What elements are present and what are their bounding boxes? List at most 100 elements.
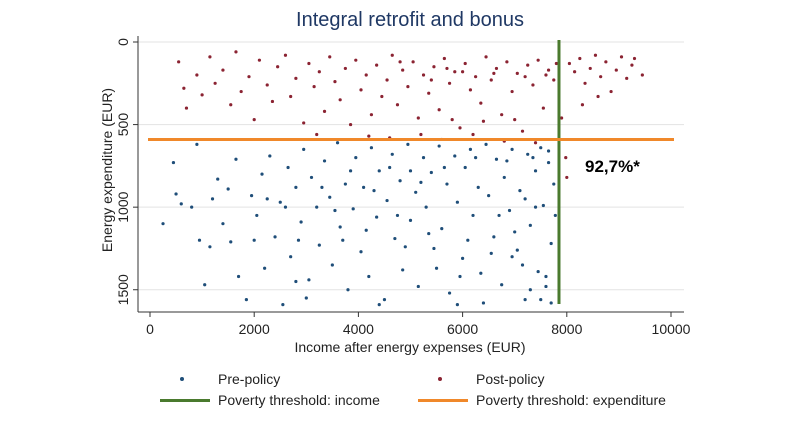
point-post-policy-104 — [492, 71, 496, 75]
point-post-policy-38 — [395, 103, 400, 107]
point-pre-policy-77 — [494, 157, 499, 161]
point-post-policy-98 — [481, 119, 486, 123]
point-pre-policy-54 — [406, 142, 410, 146]
point-post-policy-32 — [364, 73, 368, 77]
point-post-policy-8 — [229, 103, 233, 107]
point-pre-policy-16 — [249, 194, 254, 198]
point-pre-policy-80 — [507, 208, 512, 213]
point-pre-policy-131 — [427, 231, 431, 236]
point-post-policy-20 — [302, 121, 306, 125]
point-pre-policy-76 — [492, 235, 496, 239]
point-pre-policy-31 — [315, 205, 319, 209]
point-pre-policy-90 — [541, 203, 545, 208]
point-post-policy-74 — [583, 81, 587, 85]
point-pre-policy-102 — [377, 303, 381, 307]
point-pre-policy-21 — [273, 235, 277, 239]
point-post-policy-60 — [510, 89, 514, 94]
point-post-policy-79 — [609, 89, 613, 94]
point-pre-policy-70 — [468, 147, 473, 151]
point-post-policy-49 — [453, 70, 457, 74]
point-pre-policy-73 — [479, 271, 483, 275]
point-pre-policy-34 — [328, 195, 332, 199]
point-pre-policy-127 — [348, 169, 353, 173]
point-post-policy-34 — [375, 63, 379, 67]
point-post-policy-33 — [369, 113, 374, 117]
point-post-policy-54 — [479, 101, 483, 105]
point-pre-policy-20 — [268, 154, 272, 158]
point-pre-policy-100 — [455, 303, 459, 307]
point-pre-policy-26 — [294, 185, 298, 189]
point-pre-policy-97 — [539, 298, 543, 302]
chart-title: Integral retrofit and bonus — [296, 9, 524, 31]
point-pre-policy-108 — [403, 245, 407, 249]
point-pre-policy-88 — [536, 269, 540, 274]
point-pre-policy-52 — [398, 179, 402, 183]
point-pre-policy-116 — [419, 180, 423, 184]
point-pre-policy-56 — [414, 190, 418, 194]
point-pre-policy-89 — [539, 146, 543, 150]
point-pre-policy-39 — [346, 288, 350, 292]
point-post-policy-42 — [416, 116, 420, 120]
point-pre-policy-118 — [320, 185, 324, 189]
point-post-policy-18 — [289, 94, 293, 99]
point-post-policy-37 — [390, 53, 394, 57]
point-post-policy-65 — [536, 58, 540, 62]
point-pre-policy-7 — [203, 283, 207, 287]
point-pre-policy-29 — [307, 278, 311, 282]
point-pre-policy-69 — [463, 165, 467, 170]
point-pre-policy-107 — [434, 266, 439, 270]
point-pre-policy-82 — [515, 248, 519, 252]
point-post-policy-69 — [554, 61, 558, 66]
point-post-policy-83 — [630, 63, 634, 67]
point-post-policy-70 — [565, 175, 569, 180]
y-axis-label: Energy expenditure (EUR) — [99, 88, 115, 252]
point-post-policy-99 — [450, 118, 454, 122]
point-post-policy-85 — [632, 56, 637, 61]
point-pre-policy-129 — [489, 251, 493, 256]
point-post-policy-44 — [427, 91, 431, 95]
point-pre-policy-110 — [294, 279, 298, 284]
point-pre-policy-106 — [510, 255, 514, 259]
point-pre-policy-61 — [432, 246, 436, 251]
point-post-policy-64 — [531, 83, 535, 87]
point-pre-policy-5 — [195, 142, 199, 146]
point-pre-policy-42 — [359, 250, 363, 254]
point-post-policy-48 — [447, 81, 452, 85]
x-tick-label-2: 4000 — [343, 321, 374, 337]
point-pre-policy-63 — [440, 227, 444, 231]
point-post-policy-31 — [359, 88, 363, 92]
plot-area — [138, 42, 684, 312]
x-tick-label-0: 0 — [146, 321, 154, 337]
point-pre-policy-44 — [367, 274, 371, 279]
point-post-policy-17 — [283, 53, 288, 57]
point-pre-policy-43 — [362, 185, 366, 189]
point-pre-policy-28 — [302, 147, 306, 151]
point-post-policy-12 — [252, 118, 256, 122]
y-tick-label-0: 0 — [115, 38, 131, 46]
y-tick-label-3: 1500 — [115, 274, 131, 305]
point-post-policy-62 — [520, 129, 525, 133]
point-post-policy-13 — [257, 58, 262, 62]
point-pre-policy-36 — [335, 141, 340, 145]
point-post-policy-56 — [489, 78, 493, 82]
point-post-policy-10 — [239, 89, 243, 94]
point-post-policy-26 — [333, 80, 337, 84]
y-tick-label-1: 500 — [115, 113, 131, 137]
point-pre-policy-122 — [531, 156, 535, 160]
point-pre-policy-86 — [528, 223, 532, 227]
point-pre-policy-103 — [252, 238, 256, 242]
point-post-policy-39 — [401, 68, 405, 72]
point-post-policy-21 — [307, 61, 311, 66]
point-post-policy-7 — [221, 68, 225, 72]
point-pre-policy-111 — [210, 197, 215, 201]
point-pre-policy-134 — [333, 208, 337, 213]
point-post-policy-91 — [419, 132, 423, 137]
point-post-policy-66 — [541, 106, 545, 110]
point-pre-policy-124 — [442, 165, 446, 170]
point-pre-policy-87 — [533, 169, 538, 173]
point-pre-policy-25 — [289, 255, 293, 259]
point-pre-policy-115 — [533, 205, 538, 209]
point-post-policy-6 — [213, 81, 217, 85]
point-pre-policy-91 — [544, 284, 548, 289]
point-pre-policy-105 — [520, 263, 525, 267]
